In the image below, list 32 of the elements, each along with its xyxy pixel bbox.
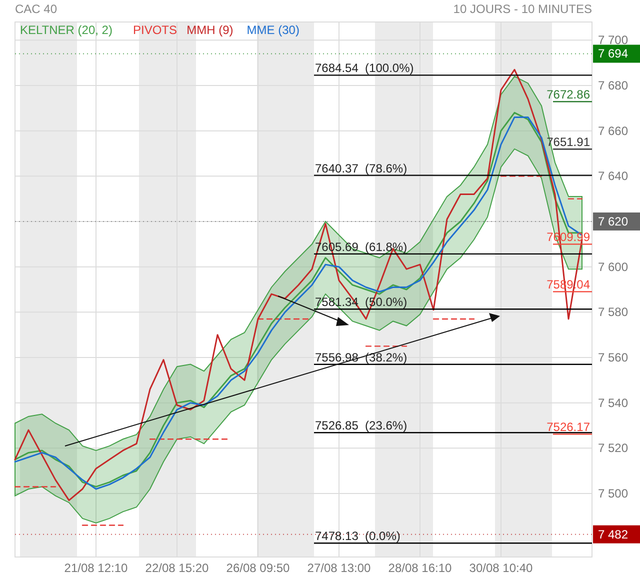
y-tick-label: 7 580	[598, 305, 628, 320]
y-tick-label: 7 500	[598, 486, 628, 501]
x-tick-label: 26/08 09:50	[226, 561, 290, 575]
ref-line-label: 7478.13 (0.0%)	[315, 529, 400, 544]
text: MMH (9)	[186, 23, 234, 37]
ref-line-label: 7526.85 (23.6%)	[315, 418, 408, 433]
y-tick-label: 7 680	[598, 78, 628, 92]
ref-line-label: 7 482	[598, 527, 628, 542]
ref-line-label: 7 620	[598, 214, 628, 228]
ref-line-label: 7672.86	[546, 88, 590, 102]
y-tick-label: 7 600	[598, 260, 628, 274]
y-tick-label: 7 520	[598, 441, 628, 456]
y-tick-label: 7 640	[598, 169, 628, 184]
x-tick-label: 27/08 13:00	[307, 561, 372, 575]
text: MME (30)	[246, 23, 300, 37]
text: KELTNER (20, 2)	[20, 23, 112, 37]
chart-title: CAC 40	[15, 2, 58, 16]
ref-line-label: 7526.17	[546, 420, 590, 434]
text: PIVOTS	[133, 23, 178, 37]
y-tick-label: 7 660	[598, 124, 628, 138]
ref-line-label: 7 694	[598, 46, 628, 61]
chart-subtitle: 10 JOURS - 10 MINUTES	[453, 2, 592, 16]
ref-line-label: 7556.98 (38.2%)	[315, 350, 408, 364]
x-tick-label: 21/08 12:10	[64, 561, 128, 575]
y-tick-label: 7 560	[598, 350, 628, 365]
ref-line-label: 7684.54 (100.0%)	[315, 61, 414, 76]
y-tick-label: 7 700	[598, 33, 628, 48]
ref-line-label: 7640.37 (78.6%)	[315, 161, 408, 176]
x-tick-label: 28/08 16:10	[388, 561, 452, 575]
y-tick-label: 7 540	[598, 396, 628, 410]
x-tick-label: 22/08 15:20	[145, 561, 210, 575]
x-tick-label: 30/08 10:40	[469, 561, 534, 575]
